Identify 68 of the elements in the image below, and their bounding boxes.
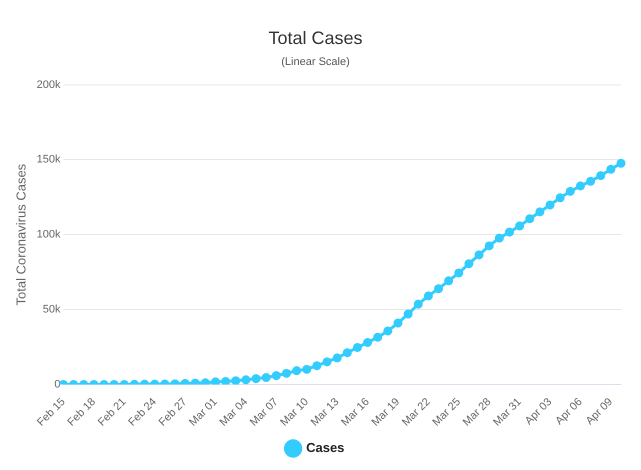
point: [393, 318, 402, 328]
point: [282, 368, 291, 378]
y-axis-title: Total Coronavirus Cases: [13, 163, 28, 306]
point: [484, 241, 494, 250]
point: [241, 375, 250, 384]
point: [515, 221, 524, 230]
point: [494, 234, 504, 243]
x-tick-label: Feb 15: [35, 396, 68, 429]
point: [566, 186, 575, 196]
point: [332, 353, 342, 362]
point: [464, 259, 474, 268]
point: [546, 200, 555, 210]
point: [221, 376, 230, 384]
point: [616, 158, 626, 168]
point: [383, 326, 392, 336]
y-tick-label: 100k: [36, 228, 61, 241]
x-tick-label: Mar 31: [491, 396, 524, 429]
point: [504, 228, 514, 237]
point: [363, 338, 372, 347]
x-tick-label: Mar 04: [217, 396, 250, 429]
x-tick-label: Mar 22: [400, 396, 433, 429]
point: [525, 214, 534, 224]
point: [292, 366, 302, 376]
point: [231, 376, 240, 384]
point: [556, 193, 565, 202]
legend-label: Cases: [306, 440, 344, 456]
x-tick-label: Feb 27: [156, 396, 190, 429]
point: [444, 276, 454, 286]
point: [606, 164, 616, 174]
chart-subtitle: (Linear Scale): [281, 56, 350, 68]
x-tick-label: Mar 16: [339, 396, 372, 429]
x-tick-label: Mar 07: [248, 396, 281, 429]
point: [535, 207, 544, 216]
y-tick-label: 150k: [36, 154, 61, 166]
y-tick-label: 200k: [36, 78, 61, 91]
y-tick-label: 50k: [42, 304, 61, 316]
point: [434, 284, 444, 294]
point: [211, 377, 220, 384]
point: [414, 300, 423, 309]
point: [252, 374, 261, 384]
point: [352, 342, 362, 352]
point: [454, 268, 464, 278]
chart-title: Total Cases: [268, 28, 363, 48]
point: [272, 371, 281, 380]
x-tick-label: Apr 03: [522, 396, 554, 428]
x-tick-label: Feb 21: [96, 396, 129, 429]
point: [262, 373, 271, 382]
point: [312, 361, 322, 370]
x-tick-label: Mar 28: [460, 396, 494, 429]
point: [596, 171, 606, 180]
x-tick-label: Apr 06: [553, 396, 585, 428]
x-tick-label: Feb 18: [65, 396, 98, 429]
point: [302, 364, 312, 374]
x-tick-label: Mar 10: [278, 396, 312, 429]
point: [342, 348, 352, 358]
x-tick-label: Apr 09: [584, 396, 616, 428]
point: [576, 181, 585, 190]
point: [373, 332, 382, 342]
point: [474, 250, 484, 260]
point: [424, 291, 433, 300]
x-tick-label: Mar 19: [370, 396, 402, 429]
x-tick-label: Feb 24: [126, 396, 159, 429]
point: [586, 176, 596, 186]
x-tick-label: Mar 25: [430, 396, 464, 429]
point: [322, 357, 332, 366]
x-tick-label: Mar 13: [308, 396, 342, 429]
point: [404, 310, 413, 319]
x-tick-label: Mar 01: [187, 396, 220, 429]
